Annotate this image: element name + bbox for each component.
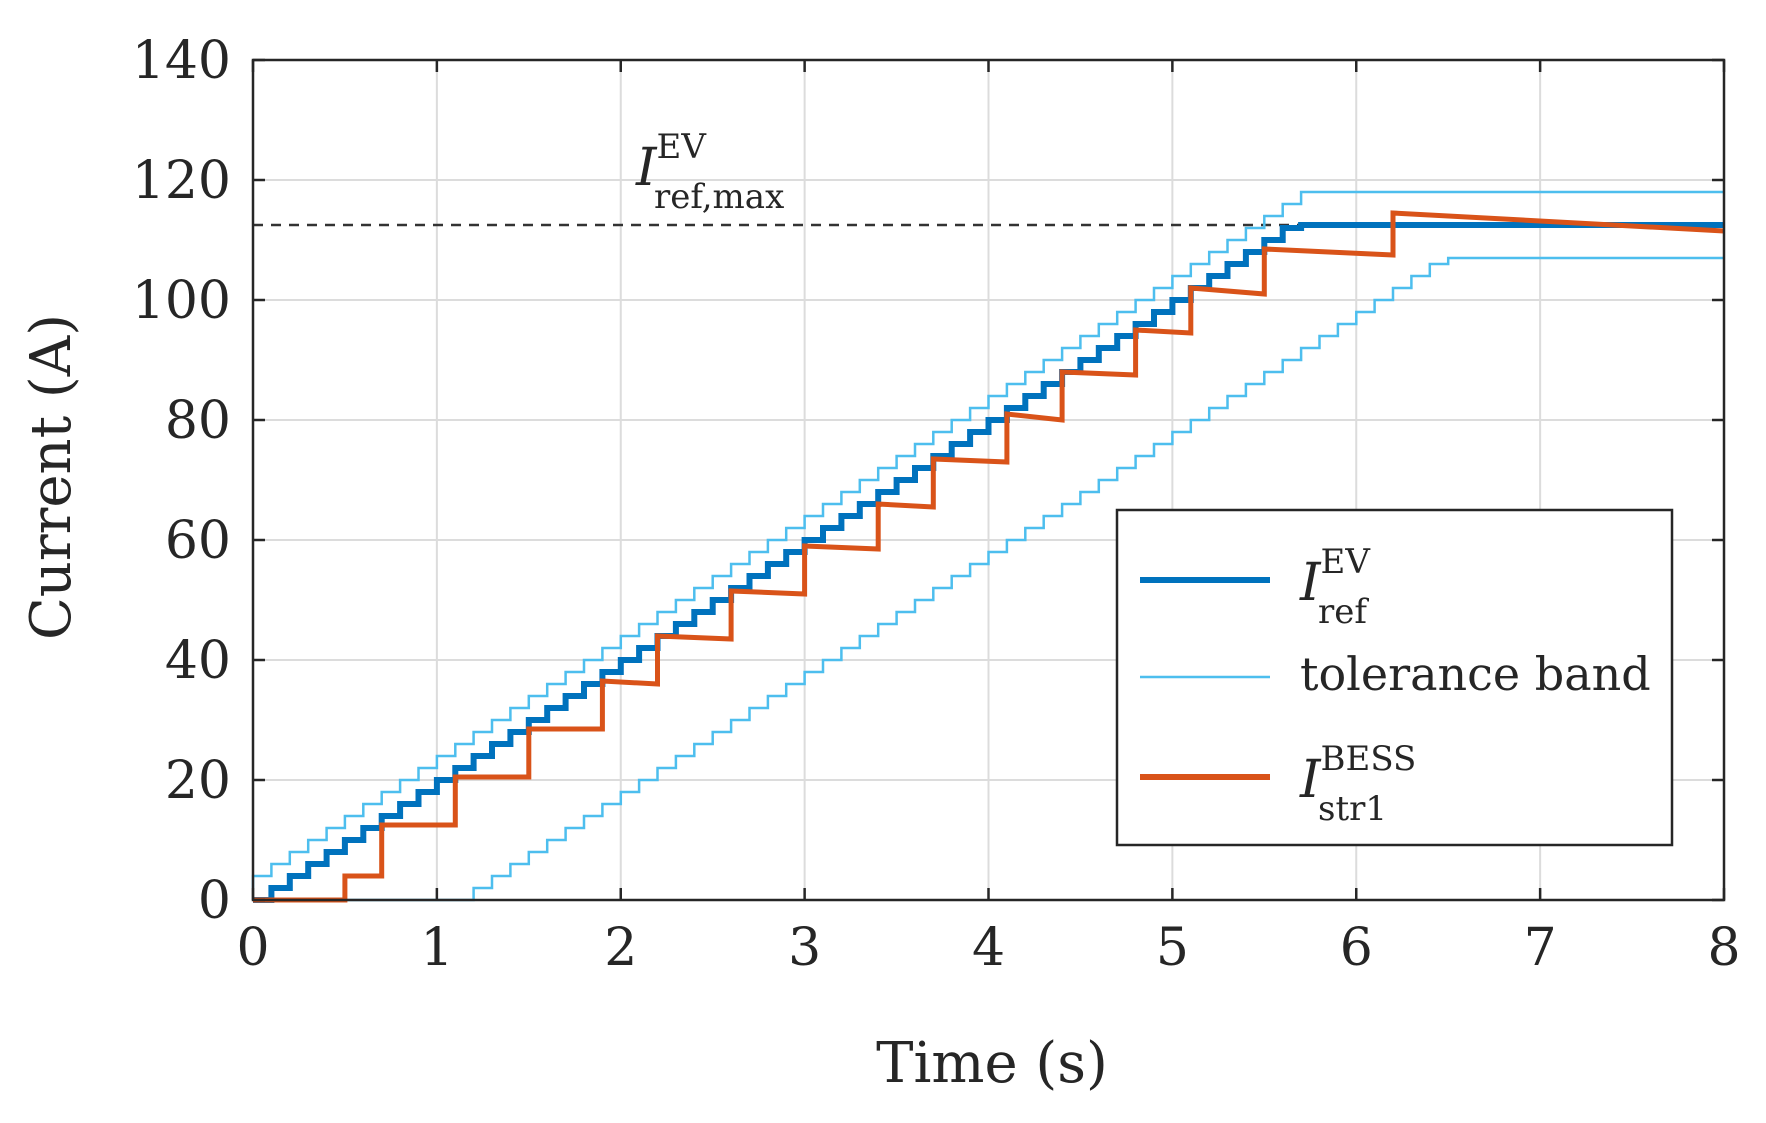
series-bess — [253, 210, 1725, 903]
y-tick-label: 100 — [132, 271, 231, 331]
legend-ref-sub: ref — [1318, 592, 1369, 632]
x-tick-label: 3 — [788, 918, 821, 978]
legend-bess-symbol: I — [1299, 750, 1322, 810]
y-tick-label: 60 — [165, 511, 231, 571]
x-tick-label: 6 — [1340, 918, 1373, 978]
y-tick-label: 0 — [198, 871, 231, 931]
threshold-label: IEV ref,max — [635, 127, 784, 217]
threshold-label-sub: ref,max — [654, 177, 784, 217]
y-tick-label: 80 — [165, 391, 231, 451]
series-tolerance-upper — [251, 190, 1724, 888]
legend: IEV ref tolerance band IBESS str1 — [1115, 508, 1674, 847]
y-axis-title: Current (A) — [19, 314, 84, 640]
x-tick-label: 8 — [1707, 918, 1740, 978]
series-layer — [251, 190, 1725, 903]
legend-bess-sub: str1 — [1318, 789, 1387, 829]
x-axis-title: Time (s) — [876, 1031, 1108, 1096]
legend-label-bess: IBESS str1 — [1299, 739, 1416, 829]
series-ref — [253, 222, 1724, 903]
x-tick-label: 0 — [236, 918, 269, 978]
legend-label-ref: IEV ref — [1299, 542, 1371, 632]
x-tick-label: 2 — [604, 918, 637, 978]
legend-ref-sup: EV — [1321, 542, 1372, 582]
legend-bess-sup: BESS — [1321, 739, 1417, 779]
series-tolerance-lower — [253, 256, 1724, 902]
y-tick-label: 20 — [165, 751, 231, 811]
y-tick-label: 40 — [165, 631, 231, 691]
y-tick-label: 140 — [132, 31, 231, 91]
x-tick-label: 5 — [1156, 918, 1189, 978]
legend-label-band: tolerance band — [1300, 647, 1651, 701]
x-tick-label: 4 — [972, 918, 1005, 978]
threshold-label-symbol: I — [635, 138, 658, 198]
x-tick-label: 7 — [1524, 918, 1557, 978]
legend-ref-symbol: I — [1299, 553, 1322, 613]
y-tick-label: 120 — [132, 151, 231, 211]
x-tick-label: 1 — [420, 918, 453, 978]
axes — [251, 58, 1726, 902]
threshold-label-sup: EV — [657, 127, 708, 167]
